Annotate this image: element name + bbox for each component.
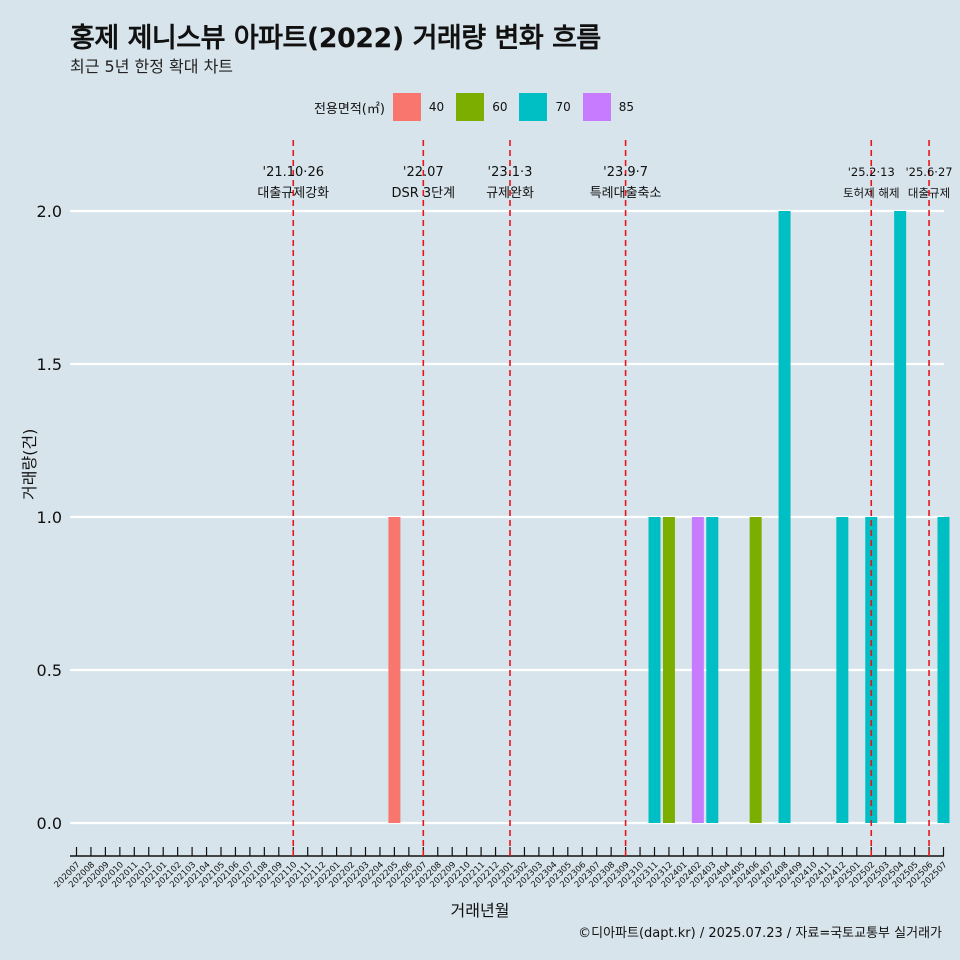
y-tick-label: 2.0 xyxy=(37,202,62,221)
legend-item-85: 85 xyxy=(582,93,635,121)
legend-item-60: 60 xyxy=(456,93,507,121)
y-tick-label: 1.0 xyxy=(37,508,62,527)
bar-202403-70 xyxy=(706,517,719,823)
event-label-202502: 토허제 해제 xyxy=(843,186,900,200)
event-label-202301: 규제완화 xyxy=(486,186,534,201)
legend-swatch-70 xyxy=(519,93,548,121)
chart-title: 홍제 제니스뷰 아파트(2022) 거래량 변화 흐름 xyxy=(70,23,601,54)
bar-202412-70 xyxy=(836,517,849,823)
bar-202507-70 xyxy=(937,517,950,823)
legend-label-85: 85 xyxy=(618,100,635,114)
bar-202406-60 xyxy=(749,517,762,823)
legend-swatch-85 xyxy=(582,93,611,121)
event-date-202502: '25.2·13 xyxy=(848,165,895,179)
x-axis-label: 거래년월 xyxy=(450,901,510,920)
y-tick-label: 0.0 xyxy=(37,814,62,833)
y-tick-label: 0.5 xyxy=(37,661,62,680)
event-label-202309: 특례대출축소 xyxy=(590,186,662,201)
legend-item-70: 70 xyxy=(519,93,571,121)
event-date-202309: '23.9·7 xyxy=(603,165,648,180)
y-axis-label: 거래량(건) xyxy=(20,428,39,500)
event-date-202110: '21.10·26 xyxy=(263,165,324,180)
source-caption: ©디아파트(dapt.kr) / 2025.07.23 / 자료=국토교통부 실… xyxy=(578,926,942,941)
legend: 전용면적(㎡) 40 60 70 85 xyxy=(0,92,960,122)
bar-202504-70 xyxy=(894,211,907,823)
event-date-202506: '25.6·27 xyxy=(906,165,953,179)
legend-item-40: 40 xyxy=(392,93,445,121)
legend-label-40: 40 xyxy=(428,100,445,114)
bar-202408-70 xyxy=(778,211,791,823)
legend-title: 전용면적(㎡) xyxy=(313,101,385,117)
event-date-202301: '23.1·3 xyxy=(488,165,533,180)
legend-swatch-40 xyxy=(392,93,421,121)
legend-label-70: 70 xyxy=(555,100,571,114)
y-tick-label: 1.5 xyxy=(37,355,62,374)
bar-202402-85 xyxy=(691,517,704,823)
legend-swatch-60 xyxy=(456,93,485,121)
chart-subtitle: 최근 5년 한정 확대 차트 xyxy=(70,57,234,76)
bar-202312-60 xyxy=(662,517,675,823)
legend-label-60: 60 xyxy=(492,100,508,114)
bar-202311-70 xyxy=(648,517,661,823)
event-date-202207: '22.07 xyxy=(403,165,444,180)
event-label-202506: 대출규제 xyxy=(908,186,950,200)
event-label-202110: 대출규제강화 xyxy=(257,186,329,201)
bar-202205-40 xyxy=(388,517,401,823)
event-label-202207: DSR 3단계 xyxy=(391,186,455,201)
